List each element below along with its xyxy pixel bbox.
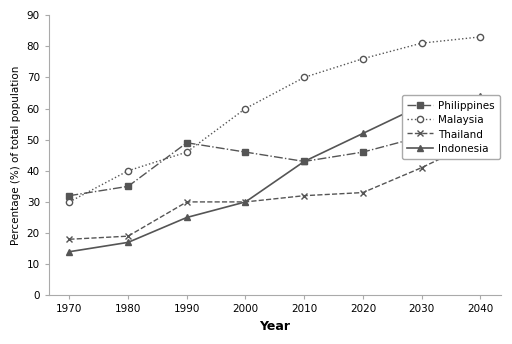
Philippines — [477, 116, 483, 120]
Y-axis label: Percentage (%) of total population: Percentage (%) of total population — [11, 65, 21, 245]
Indonesia — [66, 250, 72, 254]
Philippines — [242, 150, 248, 154]
Indonesia — [184, 215, 190, 219]
Indonesia — [418, 103, 424, 107]
X-axis label: Year: Year — [260, 320, 290, 333]
Philippines — [301, 159, 307, 163]
Indonesia — [301, 159, 307, 163]
Legend: Philippines, Malaysia, Thailand, Indonesia: Philippines, Malaysia, Thailand, Indones… — [402, 95, 500, 159]
Indonesia — [360, 131, 366, 136]
Philippines — [184, 141, 190, 145]
Thailand — [301, 194, 307, 198]
Line: Philippines: Philippines — [66, 115, 483, 199]
Thailand — [360, 191, 366, 195]
Line: Thailand: Thailand — [66, 136, 484, 243]
Thailand — [418, 165, 424, 170]
Malaysia — [418, 41, 424, 45]
Philippines — [360, 150, 366, 154]
Malaysia — [125, 169, 131, 173]
Malaysia — [301, 75, 307, 79]
Philippines — [66, 194, 72, 198]
Malaysia — [242, 106, 248, 110]
Malaysia — [184, 150, 190, 154]
Line: Malaysia: Malaysia — [66, 34, 483, 205]
Malaysia — [477, 35, 483, 39]
Indonesia — [242, 200, 248, 204]
Thailand — [242, 200, 248, 204]
Thailand — [184, 200, 190, 204]
Philippines — [418, 135, 424, 139]
Philippines — [125, 184, 131, 189]
Indonesia — [477, 94, 483, 98]
Thailand — [477, 138, 483, 142]
Indonesia — [125, 240, 131, 245]
Line: Indonesia: Indonesia — [66, 93, 483, 255]
Thailand — [125, 234, 131, 238]
Malaysia — [66, 200, 72, 204]
Thailand — [66, 237, 72, 241]
Malaysia — [360, 57, 366, 61]
